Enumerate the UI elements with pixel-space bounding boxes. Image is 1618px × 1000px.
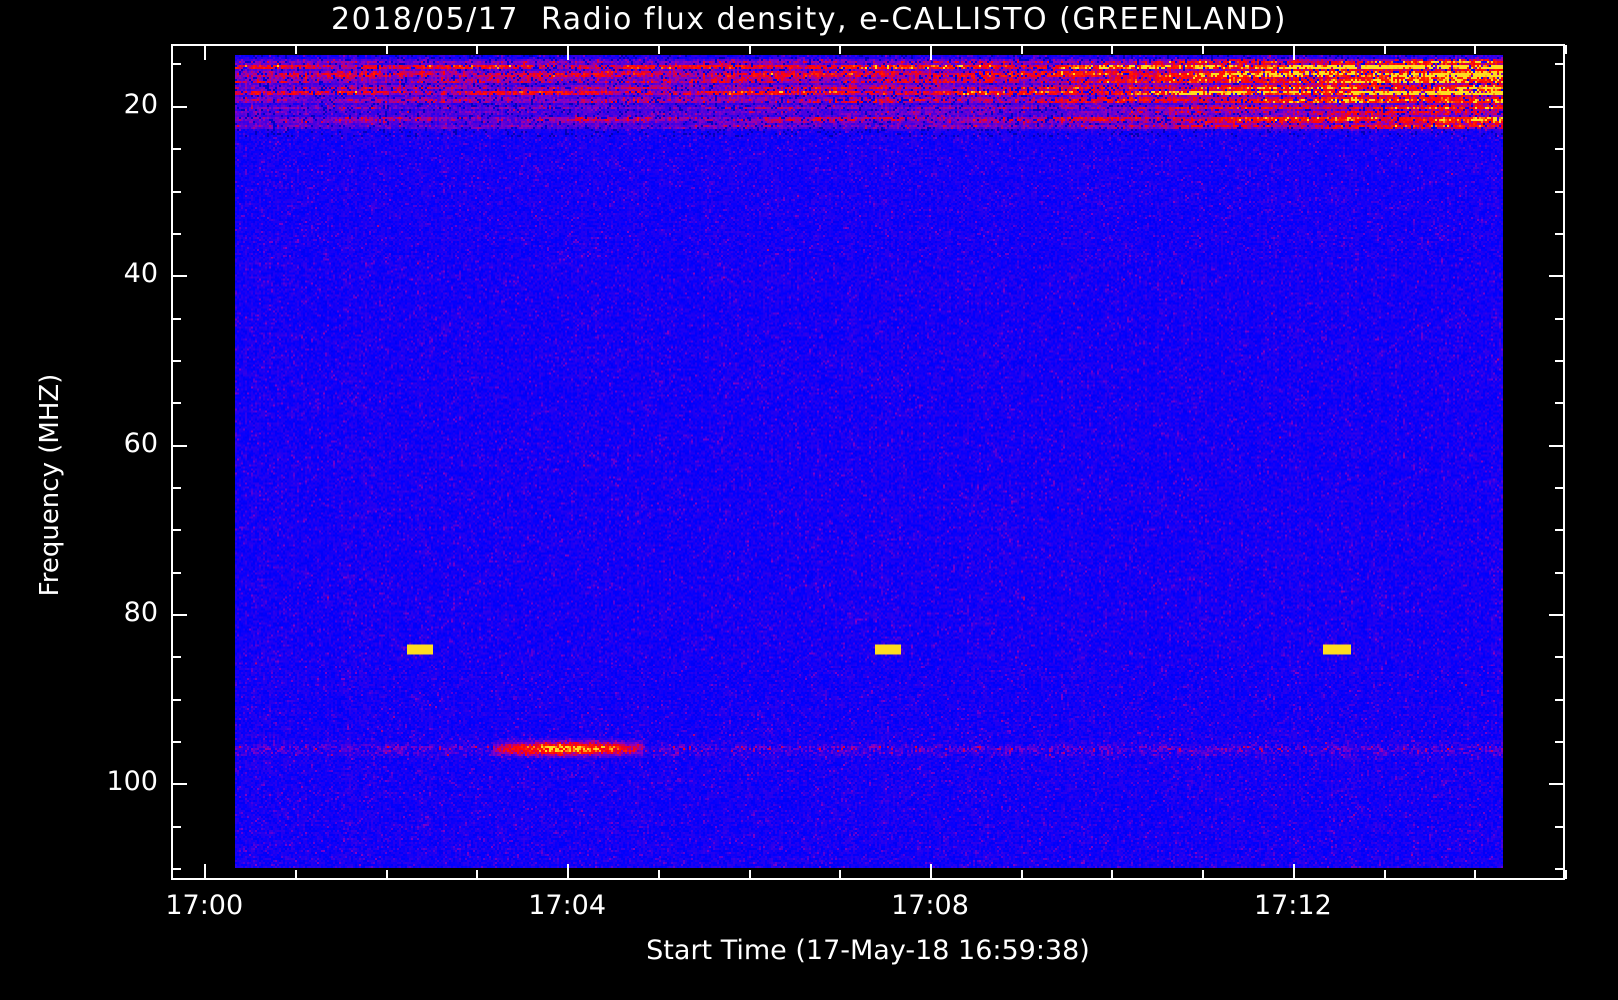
y-major-tick-right xyxy=(1549,275,1564,277)
y-minor-tick-right xyxy=(1555,191,1564,193)
x-minor-tick-top xyxy=(1021,45,1023,54)
x-minor-tick xyxy=(476,870,478,879)
x-tick-label: 17:04 xyxy=(528,890,607,921)
x-minor-tick-top xyxy=(749,45,751,54)
y-major-tick xyxy=(172,614,187,616)
x-minor-tick-top xyxy=(658,45,660,54)
y-minor-tick-right xyxy=(1555,360,1564,362)
x-minor-tick-top xyxy=(476,45,478,54)
y-minor-tick xyxy=(172,318,181,320)
y-major-tick xyxy=(172,106,187,108)
x-major-tick-top xyxy=(567,45,569,60)
x-minor-tick-top xyxy=(1565,45,1567,54)
y-minor-tick xyxy=(172,402,181,404)
y-minor-tick-right xyxy=(1555,656,1564,658)
y-tick-label: 40 xyxy=(123,258,158,290)
y-minor-tick-right xyxy=(1555,233,1564,235)
y-major-tick-right xyxy=(1549,783,1564,785)
y-tick-label: 80 xyxy=(123,596,158,628)
y-minor-tick xyxy=(172,656,181,658)
y-tick-label: 20 xyxy=(123,88,158,120)
x-minor-tick-top xyxy=(839,45,841,54)
x-minor-tick-top xyxy=(1111,45,1113,54)
y-minor-tick xyxy=(172,868,181,870)
x-minor-tick xyxy=(1384,870,1386,879)
x-minor-tick-top xyxy=(1384,45,1386,54)
y-minor-tick-right xyxy=(1555,699,1564,701)
x-major-tick-top xyxy=(204,45,206,60)
y-minor-tick-right xyxy=(1555,148,1564,150)
y-minor-tick-right xyxy=(1555,487,1564,489)
x-tick-label: 17:08 xyxy=(891,890,969,921)
y-tick-label: 100 xyxy=(106,766,158,798)
y-minor-tick-right xyxy=(1555,741,1564,743)
y-minor-tick xyxy=(172,233,181,235)
x-minor-tick xyxy=(658,870,660,879)
y-axis-title: Frequency (MHZ) xyxy=(35,373,65,597)
y-major-tick-right xyxy=(1549,445,1564,447)
y-minor-tick-right xyxy=(1555,63,1564,65)
y-minor-tick-right xyxy=(1555,868,1564,870)
y-major-tick-right xyxy=(1549,614,1564,616)
y-minor-tick xyxy=(172,360,181,362)
x-tick-label: 17:00 xyxy=(165,890,244,921)
x-minor-tick-top xyxy=(295,45,297,54)
x-major-tick-top xyxy=(930,45,932,60)
x-minor-tick xyxy=(386,870,388,879)
x-minor-tick-top xyxy=(1202,45,1204,54)
y-minor-tick xyxy=(172,699,181,701)
x-minor-tick xyxy=(1202,870,1204,879)
x-axis-title: Start Time (17-May-18 16:59:38) xyxy=(646,935,1090,966)
x-minor-tick-top xyxy=(386,45,388,54)
y-minor-tick xyxy=(172,529,181,531)
y-major-tick xyxy=(172,445,187,447)
x-major-tick xyxy=(567,864,569,879)
y-tick-label-group: 20 40 60 80 100 xyxy=(0,0,158,1000)
x-minor-tick xyxy=(295,870,297,879)
y-minor-tick xyxy=(172,572,181,574)
y-minor-tick-right xyxy=(1555,572,1564,574)
x-tick-label: 17:12 xyxy=(1253,890,1332,921)
x-major-tick xyxy=(930,864,932,879)
x-major-tick xyxy=(204,864,206,879)
y-major-tick xyxy=(172,275,187,277)
x-minor-tick xyxy=(1565,870,1567,879)
y-minor-tick xyxy=(172,148,181,150)
y-minor-tick xyxy=(172,826,181,828)
y-major-tick xyxy=(172,783,187,785)
x-minor-tick xyxy=(1021,870,1023,879)
x-minor-tick xyxy=(1111,870,1113,879)
y-minor-tick xyxy=(172,191,181,193)
x-minor-tick-top xyxy=(1474,45,1476,54)
x-major-tick xyxy=(1293,864,1295,879)
x-minor-tick xyxy=(749,870,751,879)
y-minor-tick-right xyxy=(1555,826,1564,828)
x-minor-tick xyxy=(1474,870,1476,879)
y-minor-tick-right xyxy=(1555,529,1564,531)
y-minor-tick xyxy=(172,487,181,489)
y-minor-tick xyxy=(172,741,181,743)
spectrogram-image xyxy=(235,55,1503,868)
y-minor-tick-right xyxy=(1555,318,1564,320)
x-major-tick-top xyxy=(1293,45,1295,60)
page-title: 2018/05/17 Radio flux density, e-CALLIST… xyxy=(331,2,1287,37)
x-minor-tick xyxy=(839,870,841,879)
y-minor-tick-right xyxy=(1555,402,1564,404)
y-major-tick-right xyxy=(1549,106,1564,108)
y-minor-tick xyxy=(172,63,181,65)
y-tick-label: 60 xyxy=(123,427,158,459)
